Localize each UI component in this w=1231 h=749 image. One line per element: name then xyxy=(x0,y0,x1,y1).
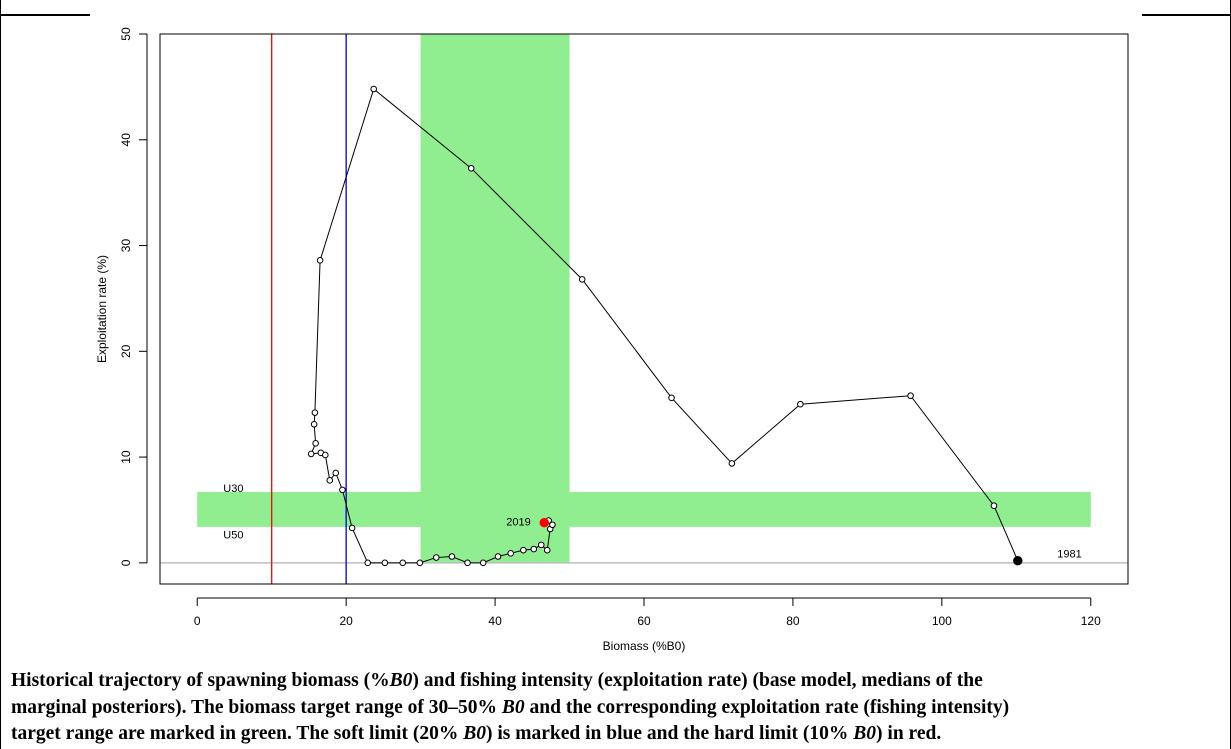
y-tick-label: 40 xyxy=(119,133,133,147)
trajectory-point xyxy=(520,546,527,554)
trajectory-point xyxy=(479,559,487,567)
trajectory-chart: 0 20 40 60 80 100 120 0 10 20 30 40 50 Biomass (%B0) E… xyxy=(95,27,1129,653)
caption-line-2: marginal posteriors). The biomass target… xyxy=(11,696,1010,718)
target-bands xyxy=(197,34,1091,563)
limit-lines xyxy=(160,34,1128,584)
trajectory-point xyxy=(797,400,804,408)
caption-line-3: target range are marked in green. The so… xyxy=(11,723,942,744)
annotation-label: 1981 xyxy=(1057,548,1081,560)
trajectory-point xyxy=(543,546,551,554)
top-rule-right xyxy=(1142,14,1231,16)
trajectory-series xyxy=(307,85,1023,567)
trajectory-point xyxy=(668,394,675,402)
trajectory-point xyxy=(307,450,315,458)
x-tick-label: 0 xyxy=(194,614,201,628)
trajectory-line xyxy=(310,88,1019,564)
annotations: U30 U50 2019 1981 xyxy=(223,483,1081,561)
trajectory-point xyxy=(316,257,324,264)
trajectory-point xyxy=(364,559,372,567)
trajectory-point xyxy=(728,460,736,467)
exploitation-target-band xyxy=(197,491,1091,527)
x-tick-label: 60 xyxy=(637,614,651,628)
trajectory-point xyxy=(311,409,319,416)
last-year-point xyxy=(539,517,549,528)
annotation-label: 2019 xyxy=(506,517,530,529)
y-tick-label: 30 xyxy=(119,239,133,253)
trajectory-point xyxy=(537,541,545,549)
trajectory-point xyxy=(578,276,586,283)
y-tick-label: 50 xyxy=(119,27,133,41)
figure-caption: Historical trajectory of spawning biomas… xyxy=(11,668,1225,748)
y-tick-label: 0 xyxy=(119,559,133,566)
x-tick-label: 40 xyxy=(488,614,502,628)
x-tick-label: 120 xyxy=(1081,614,1101,628)
trajectory-point xyxy=(312,440,319,447)
trajectory-point xyxy=(549,521,556,529)
x-tick-label: 100 xyxy=(932,614,952,628)
trajectory-point xyxy=(339,486,346,494)
trajectory-point xyxy=(381,559,389,567)
y-axis-title: Exploitation rate (%) xyxy=(95,255,109,363)
trajectory-point xyxy=(448,553,456,560)
trajectory-point xyxy=(464,559,471,567)
trajectory-point xyxy=(326,477,334,484)
x-tick-label: 20 xyxy=(339,614,353,628)
trajectory-point xyxy=(990,502,998,510)
axes: 0 20 40 60 80 100 120 0 10 20 30 40 50 Biomass (%B0) E… xyxy=(95,27,1129,653)
x-tick-label: 80 xyxy=(786,614,800,628)
caption-line-1: Historical trajectory of spawning biomas… xyxy=(11,670,983,691)
y-tick-label: 10 xyxy=(119,450,133,464)
trajectory-point xyxy=(348,524,356,532)
annotation-label: U50 xyxy=(223,529,243,541)
trajectory-point xyxy=(322,451,329,459)
trajectory-point xyxy=(416,559,424,567)
x-axis-title: Biomass (%B0) xyxy=(603,639,686,653)
trajectory-point xyxy=(310,420,318,428)
trajectory-point xyxy=(907,392,914,400)
trajectory-point xyxy=(530,545,538,553)
annotation-label: U30 xyxy=(223,483,243,495)
trajectory-point xyxy=(370,85,378,93)
first-year-point xyxy=(1013,556,1023,566)
trajectory-point xyxy=(467,165,475,172)
trajectory-point xyxy=(399,559,407,567)
trajectory-point xyxy=(507,550,515,557)
trajectory-point xyxy=(332,469,340,477)
trajectory-point xyxy=(494,553,502,560)
top-rule-left xyxy=(0,14,90,16)
plot-border xyxy=(159,33,1129,585)
y-tick-label: 20 xyxy=(119,344,133,358)
trajectory-point xyxy=(432,554,440,561)
biomass-target-band xyxy=(420,34,570,563)
